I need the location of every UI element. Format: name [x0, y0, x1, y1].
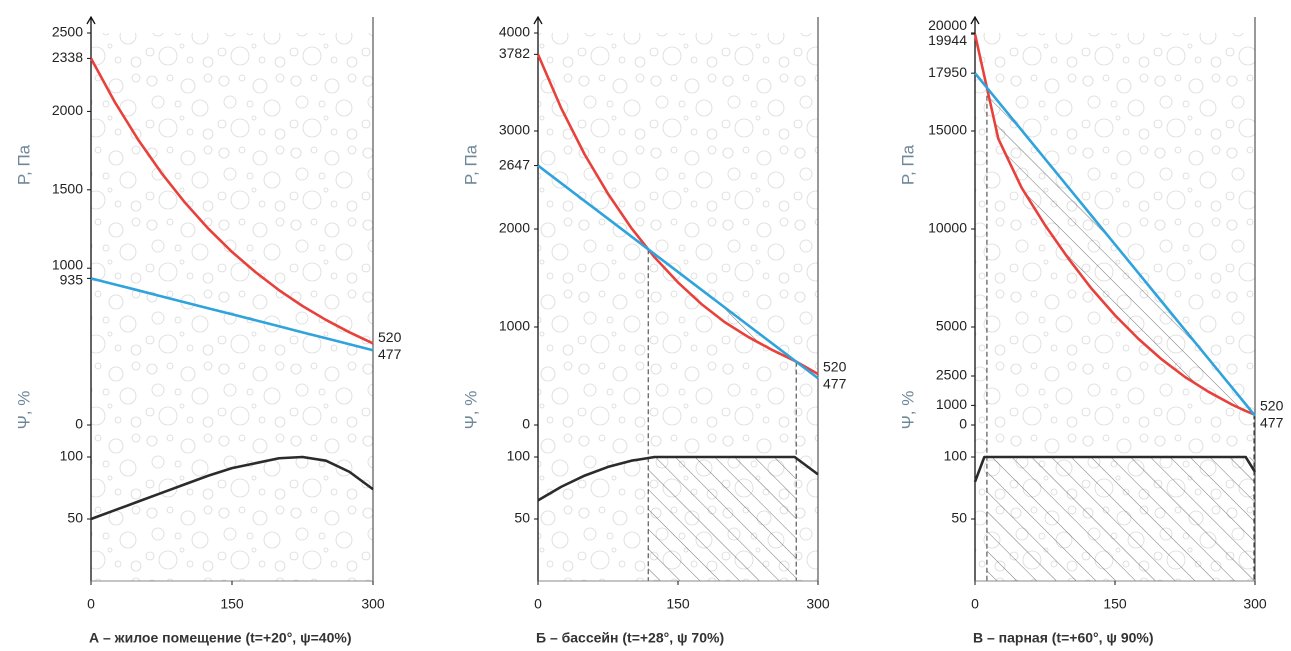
x-tick-label: 0 [971, 596, 979, 612]
y-axis-arrow [86, 15, 96, 25]
hatch-area [648, 457, 797, 581]
y-axis-title: P, Па [14, 144, 33, 185]
x-tick-label: 150 [1103, 596, 1127, 612]
y-tick-label: 1500 [52, 181, 83, 197]
y-tick-label: 0 [75, 416, 83, 432]
y-tick-label: 4000 [499, 24, 530, 40]
chart-caption: А – жилое помещение (t=+20°, ψ=40%) [89, 630, 351, 646]
series-line [90, 277, 374, 352]
y2-tick-label: 100 [507, 448, 531, 464]
x-tick-label: 150 [220, 596, 244, 612]
plot-background [91, 33, 373, 581]
series-line [536, 53, 819, 376]
x-tick-label: 0 [87, 596, 95, 612]
x-tick-label: 300 [1243, 596, 1267, 612]
y-tick-label: 10000 [928, 220, 967, 236]
series-line [537, 455, 819, 502]
y-tick-label: 3782 [499, 45, 530, 61]
y-tick-label: 3000 [499, 122, 530, 138]
end-value-label: 520 [1260, 397, 1284, 413]
y2-tick-label: 50 [514, 510, 530, 526]
y2-tick-label: 100 [944, 448, 968, 464]
series-line [90, 455, 374, 521]
y-axis-title: P, Па [898, 144, 917, 185]
end-value-label: 520 [378, 329, 402, 345]
y-tick-label: 2647 [499, 156, 530, 172]
series-line [537, 164, 819, 380]
series-line [973, 72, 1257, 417]
y-axis-arrow [533, 15, 543, 25]
x-tick-label: 0 [534, 596, 542, 612]
x-tick-label: 300 [806, 596, 830, 612]
end-value-label: 477 [378, 346, 402, 362]
chart-caption: Б – бассейн (t=+28°, ψ 70%) [536, 630, 724, 646]
y-tick-label: 19944 [928, 32, 967, 48]
chart-caption: В – парная (t=+60°, ψ 90%) [973, 630, 1154, 646]
y-tick-label: 5000 [936, 318, 967, 334]
y-tick-label: 20000 [928, 17, 967, 33]
y-tick-label: 1000 [499, 318, 530, 334]
y-tick-label: 2000 [499, 220, 530, 236]
series-line [973, 455, 1257, 483]
y-axis-arrow [970, 15, 980, 25]
end-value-label: 520 [823, 358, 847, 374]
y-tick-label: 935 [60, 271, 84, 287]
end-value-label: 477 [823, 375, 847, 391]
x-tick-label: 300 [361, 596, 385, 612]
y-tick-label: 15000 [928, 122, 967, 138]
y2-tick-label: 50 [67, 510, 83, 526]
end-value-label: 477 [1260, 414, 1284, 430]
y-tick-label: 2500 [936, 367, 967, 383]
y-tick-label: 2000 [52, 102, 83, 118]
y-tick-label: 0 [959, 416, 967, 432]
y2-axis-title: Ψ, % [898, 391, 917, 430]
series-line [973, 33, 1256, 417]
y-tick-label: 2500 [52, 24, 83, 40]
y-axis-title: P, Па [461, 144, 480, 185]
y-tick-label: 2338 [52, 49, 83, 65]
x-tick-label: 150 [666, 596, 690, 612]
y2-axis-title: Ψ, % [461, 391, 480, 430]
y2-tick-label: 50 [951, 510, 967, 526]
y-tick-label: 1000 [936, 396, 967, 412]
hatch-area [986, 457, 1254, 581]
y-tick-label: 0 [522, 416, 530, 432]
series-line [89, 57, 374, 345]
y-tick-label: 17950 [928, 64, 967, 80]
y-tick-label: 1000 [52, 256, 83, 272]
y2-axis-title: Ψ, % [14, 391, 33, 430]
y2-tick-label: 100 [60, 448, 84, 464]
